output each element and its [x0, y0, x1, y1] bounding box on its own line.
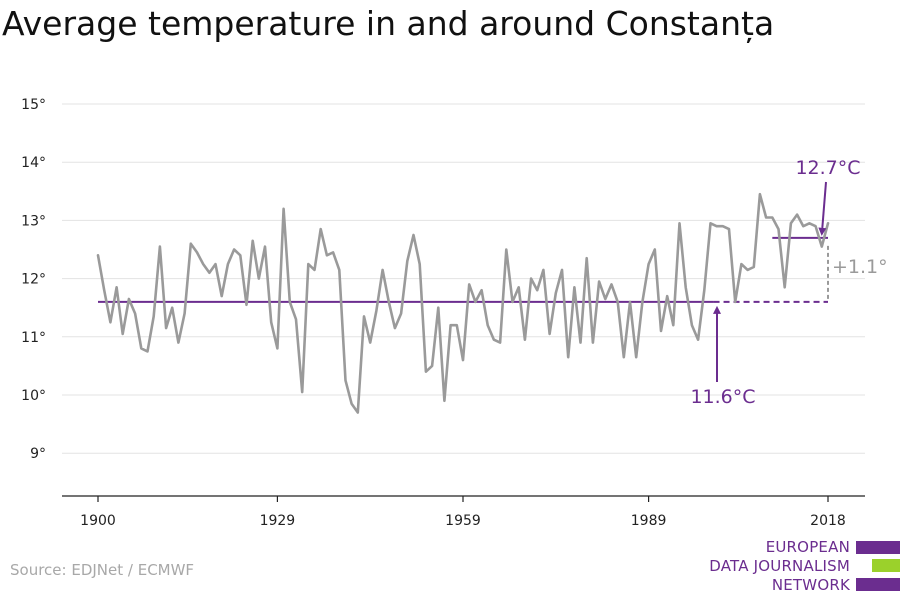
- y-tick-label-14: 14°: [21, 155, 46, 171]
- y-tick-label-9: 9°: [30, 446, 46, 462]
- x-tick-label-2018: 2018: [810, 513, 846, 529]
- temperature-series-line: [96, 192, 830, 414]
- edjnet-logo[interactable]: EUROPEAN DATA JOURNALISM NETWORK: [700, 538, 900, 598]
- grid-lines: [62, 103, 865, 454]
- x-tick-label-1959: 1959: [445, 513, 481, 529]
- logo-line-network: NETWORK: [771, 576, 850, 594]
- logo-bar-purple-top: [856, 541, 900, 554]
- y-tick-label-12: 12°: [21, 272, 46, 288]
- baseline-label: 11.6°C: [690, 386, 755, 408]
- y-tick-label-11: 11°: [21, 330, 46, 346]
- logo-bar-purple-bottom: [856, 578, 900, 591]
- y-tick-label-15: 15°: [21, 97, 46, 113]
- x-tick-label-1900: 1900: [80, 513, 116, 529]
- y-axis-tick-labels: 9° 10° 11° 12° 13° 14° 15°: [21, 97, 46, 462]
- series-layer: [96, 192, 830, 414]
- logo-line-european: EUROPEAN: [765, 538, 850, 556]
- difference-label: +1.1°: [832, 256, 888, 278]
- x-tick-label-1989: 1989: [631, 513, 667, 529]
- logo-line-data-journalism: DATA JOURNALISM: [709, 557, 850, 575]
- y-tick-label-13: 13°: [21, 213, 46, 229]
- annotations: +1.1° 12.7°C 11.6°C: [690, 157, 887, 408]
- x-axis: 1900 1929 1959 1989 2018: [62, 495, 865, 529]
- chart-title: Average temperature in and around Consta…: [2, 4, 775, 43]
- recent-average-label: 12.7°C: [795, 157, 860, 179]
- logo-bar-green: [872, 559, 900, 572]
- source-credit: Source: EDJNet / ECMWF: [10, 561, 195, 579]
- recent-average-arrow: [818, 181, 827, 236]
- y-tick-label-10: 10°: [21, 388, 46, 404]
- x-tick-label-1929: 1929: [260, 513, 296, 529]
